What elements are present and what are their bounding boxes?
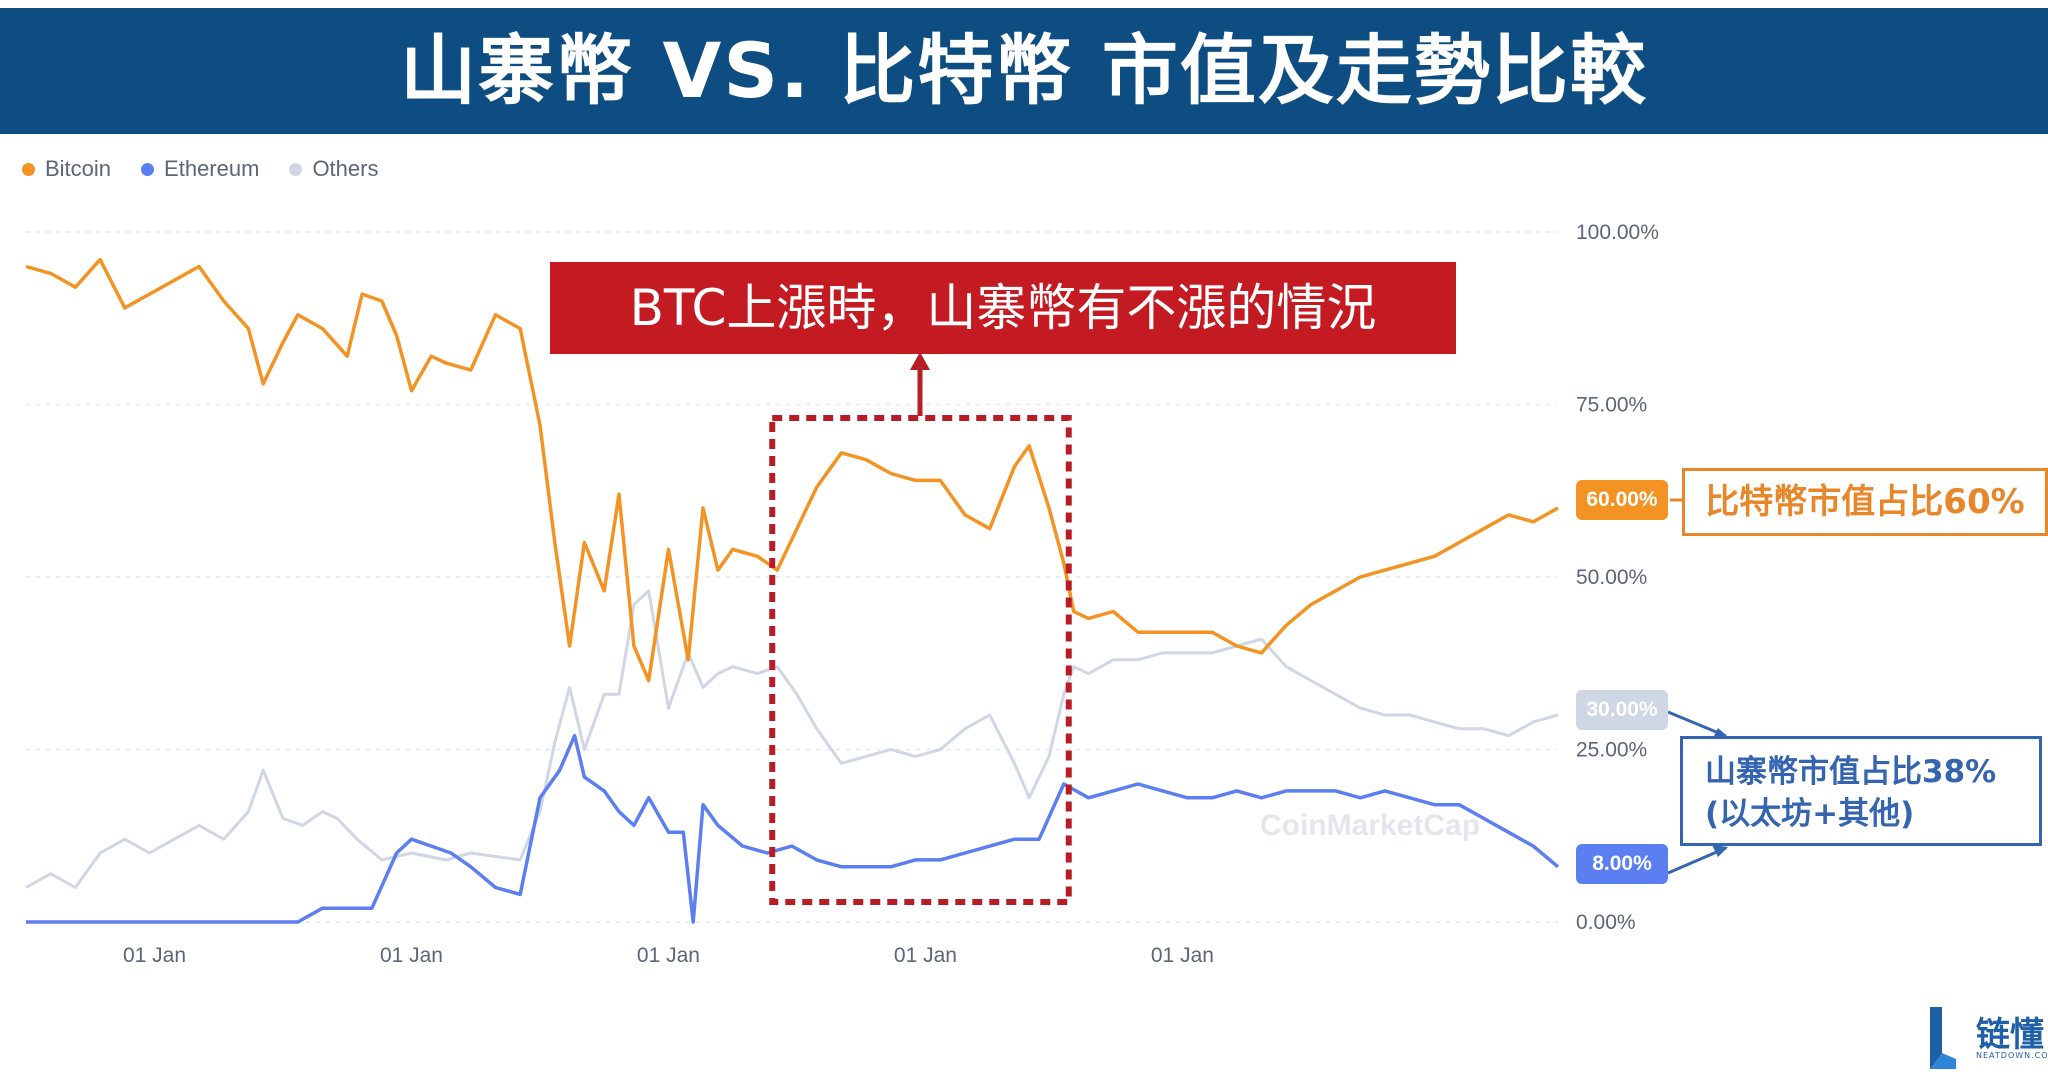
- btc-share-note: 比特幣市值占比60%: [1682, 468, 2048, 536]
- eth-arrow-icon: [1712, 845, 1728, 857]
- legend-others-label: Others: [312, 156, 379, 181]
- logo-l-icon: [1930, 1007, 1956, 1069]
- altcoin-share-line1: 山寨幣市值占比38%: [1705, 754, 1997, 790]
- y-tick-label: 75.00%: [1576, 394, 1647, 417]
- bitcoin-value-badge: 60.00%: [1576, 480, 1668, 520]
- series-line-bitcoin: [25, 257, 1559, 683]
- y-tick-label: 50.00%: [1576, 566, 1647, 589]
- x-tick-label: 01 Jan: [380, 944, 443, 967]
- legend-bitcoin-label: Bitcoin: [45, 156, 112, 181]
- others-value-badge: 30.00%: [1576, 690, 1668, 730]
- legend-ethereum[interactable]: Ethereum: [141, 156, 259, 182]
- x-tick-label: 01 Jan: [637, 944, 700, 967]
- chart-legend: Bitcoin Ethereum Others: [22, 156, 378, 182]
- legend-others[interactable]: Others: [289, 156, 378, 182]
- logo-name: 链懂: [1976, 1015, 2044, 1055]
- bitcoin-dot-icon: [22, 162, 35, 176]
- y-tick-label: 0.00%: [1576, 911, 1636, 934]
- title-bar: 山寨幣 VS. 比特幣 市值及走勢比較: [0, 8, 2048, 134]
- brand-logo: 链懂 NEATDOWN.COM: [1930, 1005, 2048, 1075]
- logo-subtitle: NEATDOWN.COM: [1976, 1051, 2048, 1060]
- x-tick-label: 01 Jan: [123, 944, 186, 967]
- altcoin-share-note: 山寨幣市值占比38% (以太坊+其他): [1680, 736, 2042, 846]
- chart-series: [25, 257, 1560, 924]
- altcoin-share-line2: (以太坊+其他): [1705, 796, 1915, 832]
- annotation-callout: BTC上漲時，山寨幣有不漲的情況: [550, 262, 1456, 354]
- y-tick-label: 100.00%: [1576, 221, 1659, 244]
- series-line-others: [25, 589, 1559, 889]
- others-dot-icon: [289, 162, 303, 176]
- series-line-ethereum: [26, 733, 1560, 924]
- x-tick-label: 01 Jan: [894, 944, 957, 967]
- page-title: 山寨幣 VS. 比特幣 市值及走勢比較: [400, 26, 1648, 115]
- ethereum-value-badge: 8.00%: [1576, 844, 1668, 884]
- chart-grid: 100.00% 75.00% 50.00% 25.00% 0.00% 01 Jan 01 J…: [26, 221, 1659, 967]
- legend-ethereum-label: Ethereum: [164, 156, 260, 181]
- watermark: CoinMarketCap: [1260, 809, 1480, 842]
- legend-bitcoin[interactable]: Bitcoin: [22, 156, 111, 182]
- x-tick-label: 01 Jan: [1151, 944, 1214, 967]
- callout-arrow-icon: [910, 352, 930, 370]
- y-tick-label: 25.00%: [1576, 739, 1647, 762]
- ethereum-dot-icon: [141, 162, 155, 176]
